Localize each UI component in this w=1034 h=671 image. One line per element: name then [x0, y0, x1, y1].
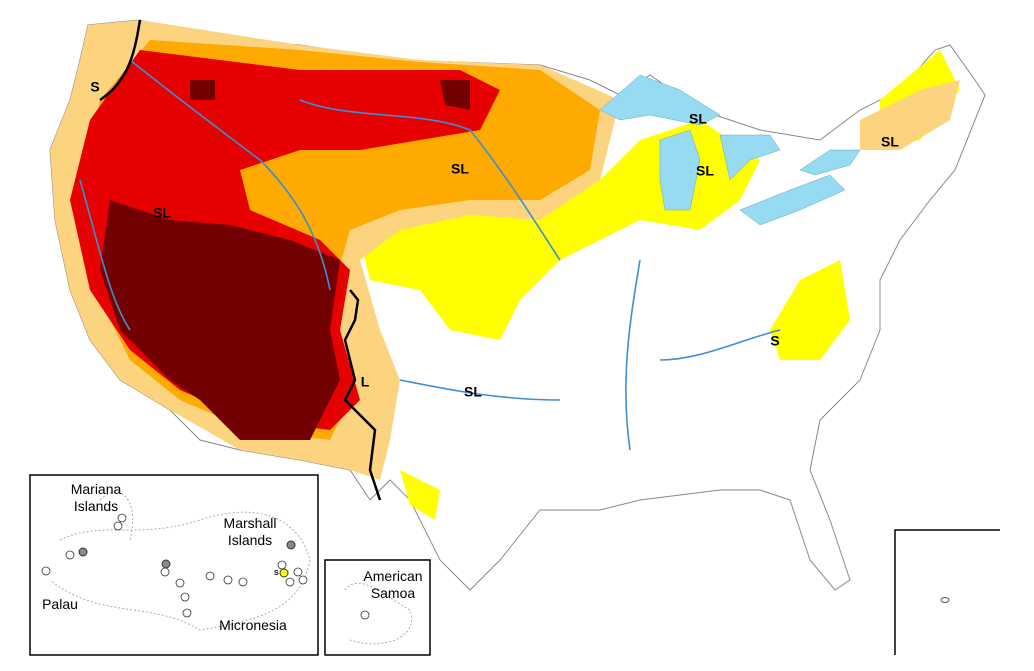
hawaii-inset [894, 529, 1000, 655]
label-line: Islands [74, 498, 118, 514]
samoa-inset: American Samoa [324, 559, 431, 656]
map-labels: S SL SL SL SL SL L SL S [90, 79, 899, 400]
impact-label: SL [696, 163, 714, 179]
rivers [79, 59, 781, 451]
drought-boundary [99, 19, 382, 501]
label-line: Islands [228, 532, 272, 548]
inset-label: American Samoa [363, 568, 422, 601]
impact-label: S [770, 333, 779, 349]
label-line: American [363, 568, 422, 584]
pacific-inset: Mariana Islands Marshall Islands Palau Mic… [29, 474, 319, 656]
drought-d4 [100, 80, 470, 440]
inset-label: Palau [42, 596, 78, 612]
label-line: Marshall [224, 515, 277, 531]
impact-label: SL [464, 384, 482, 400]
great-lakes [599, 74, 861, 226]
label-line: Mariana [71, 481, 122, 497]
impact-label: SL [153, 205, 171, 221]
inset-label: Micronesia [219, 617, 287, 633]
inset-label: Marshall Islands [224, 515, 277, 548]
label-line: Samoa [371, 585, 416, 601]
inset-label: Mariana Islands [71, 481, 122, 514]
impact-label: S [90, 79, 99, 95]
impact-label: SL [881, 134, 899, 150]
impact-label: S [274, 570, 279, 577]
impact-label: SL [451, 161, 469, 177]
impact-label: SL [689, 111, 707, 127]
impact-label: L [361, 374, 370, 390]
